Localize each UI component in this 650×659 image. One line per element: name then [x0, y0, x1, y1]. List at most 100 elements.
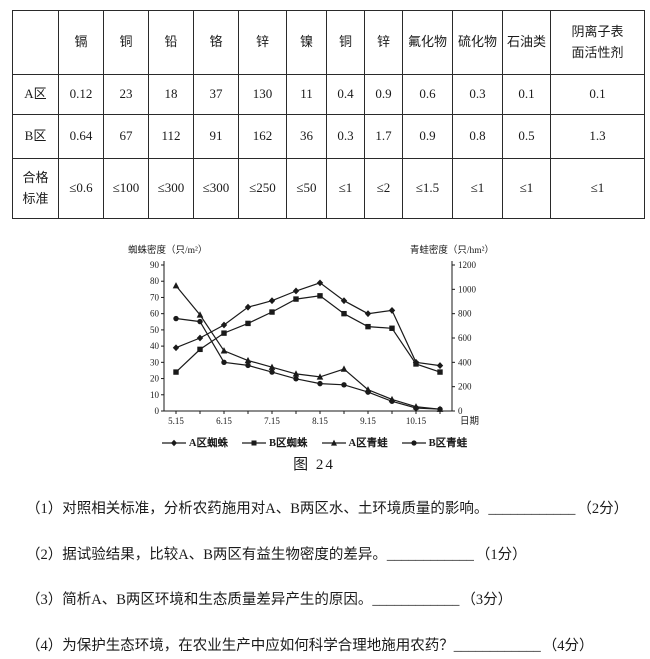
diamond-marker: [268, 297, 276, 305]
square-marker: [389, 325, 395, 331]
diamond-marker: [388, 307, 396, 314]
circle-marker: [341, 382, 347, 388]
left-axis-title: 蜘蛛密度（只/m²）: [128, 244, 207, 256]
question-score: （3分）: [461, 592, 513, 609]
square-marker: [293, 296, 299, 302]
right-axis-title: 青蛙密度（只/hm²）: [410, 244, 494, 256]
table-col-header: 硫化物: [452, 10, 503, 75]
diamond-marker: [316, 279, 324, 287]
legend-label: A区蜘蛛: [188, 438, 228, 449]
table-col-header: 铜: [103, 10, 149, 75]
table-cell: ≤1: [326, 158, 365, 219]
diamond-marker: [340, 297, 348, 305]
left-tick-label: 70: [150, 292, 160, 302]
legend-item-B区蜘蛛: B区蜘蛛: [241, 435, 308, 450]
circle-marker: [269, 369, 275, 375]
table-col-header: 铅: [148, 10, 194, 75]
left-tick-label: 30: [150, 357, 160, 367]
left-tick-label: 90: [150, 260, 160, 270]
circle-marker: [413, 405, 419, 411]
square-marker: [221, 330, 227, 336]
square-marker: [437, 369, 443, 375]
square-marker: [365, 323, 371, 330]
table-cell: ≤1: [452, 158, 503, 219]
circle-marker: [437, 406, 443, 412]
table-col-header: 锌: [364, 10, 403, 75]
table-col-header: 氟化物: [402, 10, 453, 75]
table-row-label: A区: [12, 74, 59, 115]
diamond-marker: [244, 303, 252, 311]
series-line-B区蜘蛛: [175, 295, 441, 373]
right-tick-label: 1000: [458, 284, 477, 294]
left-tick-label: 80: [150, 276, 160, 286]
square-marker: [341, 310, 347, 317]
legend-item-A区青蛙: A区青蛙: [321, 435, 388, 450]
diamond-marker: [364, 310, 372, 318]
legend-label: B区青蛙: [428, 438, 468, 449]
table-corner: [12, 10, 59, 75]
circle-marker: [365, 389, 371, 395]
table-head: 镉铜铅铬锌镍铜锌氟化物 硫化物 石油类 阴离子表 面活性剂: [12, 10, 645, 75]
table-cell: 18: [148, 74, 194, 115]
table-cell: ≤100: [103, 158, 149, 219]
table-cell: 0.3: [452, 74, 503, 115]
right-tick-label: 600: [458, 333, 472, 343]
series-line-A区青蛙: [175, 285, 441, 410]
table-cell: ≤1.5: [402, 158, 453, 219]
table-cell: ≤2: [364, 158, 403, 219]
x-tick-label: 5.15: [168, 416, 184, 426]
legend-label: B区蜘蛛: [268, 438, 308, 449]
x-axis-title: 日期: [460, 416, 479, 427]
legend-marker-square-icon: [241, 440, 266, 445]
question-text: （2）据试验结果，比较A、B两区有益生物密度的差异。: [26, 546, 387, 563]
answer-blank: ____________: [453, 637, 541, 654]
table-cell: 0.9: [402, 114, 453, 159]
table-cell: ≤250: [238, 158, 287, 219]
table-cell: ≤0.6: [58, 158, 104, 219]
table-cell: 0.6: [402, 74, 453, 115]
table-cell: 11: [286, 74, 327, 115]
table-cell: ≤1: [502, 158, 551, 219]
table-cell: 0.8: [452, 114, 503, 159]
triangle-marker: [244, 356, 252, 364]
table-cell: 130: [238, 74, 287, 115]
question-score: （1分）: [475, 546, 527, 563]
table-cell: 23: [103, 74, 149, 115]
diamond-marker: [172, 344, 180, 352]
question-text: （1）对照相关标准，分析农药施用对A、B两区水、土环境质量的影响。: [26, 501, 489, 517]
table-cell: 0.3: [326, 114, 365, 159]
question-1: （1）对照相关标准，分析农药施用对A、B两区水、土环境质量的影响。_______…: [26, 500, 650, 520]
question-list: （1）对照相关标准，分析农药施用对A、B两区水、土环境质量的影响。 _______…: [26, 500, 650, 656]
table-cell: 0.1: [502, 74, 551, 115]
question-text: （4）为保护生态环境，在农业生产中应如何科学合理地施用农药？: [26, 637, 454, 654]
triangle-marker: [196, 311, 204, 318]
square-marker: [269, 309, 275, 315]
chart-legend: A区蜘蛛 B区蜘蛛 A区青蛙 B区青蛙: [128, 435, 500, 450]
table-col-header: 石油类: [502, 10, 551, 75]
legend-item-B区青蛙: B区青蛙: [401, 435, 468, 450]
table-cell: 91: [193, 114, 239, 159]
circle-marker: [245, 362, 251, 369]
table-cell: 0.12: [58, 74, 104, 115]
table-cell: 0.1: [550, 74, 645, 115]
table-cell: 112: [148, 114, 194, 159]
table-cell: ≤50: [286, 158, 327, 219]
legend-marker-triangle-icon: [321, 439, 346, 446]
left-tick-label: 40: [150, 341, 160, 351]
question-3: （3）简析A、B两区环境和生态质量差异产生的原因。____________ （3分…: [26, 591, 650, 611]
left-tick-label: 0: [155, 406, 160, 416]
square-marker: [173, 369, 179, 375]
triangle-marker: [340, 365, 348, 372]
table-cell: 0.9: [364, 74, 403, 115]
table-cell: ≤1: [550, 158, 645, 219]
triangle-marker: [172, 282, 180, 289]
question-text: （3）简析A、B两区环境和生态质量差异产生的原因。: [26, 592, 373, 609]
table-cell: 36: [286, 114, 327, 159]
circle-marker: [389, 398, 395, 404]
square-marker: [197, 346, 203, 353]
table-col-header: 铜: [326, 10, 365, 75]
line-chart: 蜘蛛密度（只/m²） 青蛙密度（只/hm²） 0 10 20 30 40 50 60 70 80 90…: [128, 244, 494, 427]
diamond-marker: [292, 287, 300, 295]
table-row-label: 合格 标准: [12, 158, 59, 219]
series-line-A区蜘蛛: [175, 282, 441, 367]
